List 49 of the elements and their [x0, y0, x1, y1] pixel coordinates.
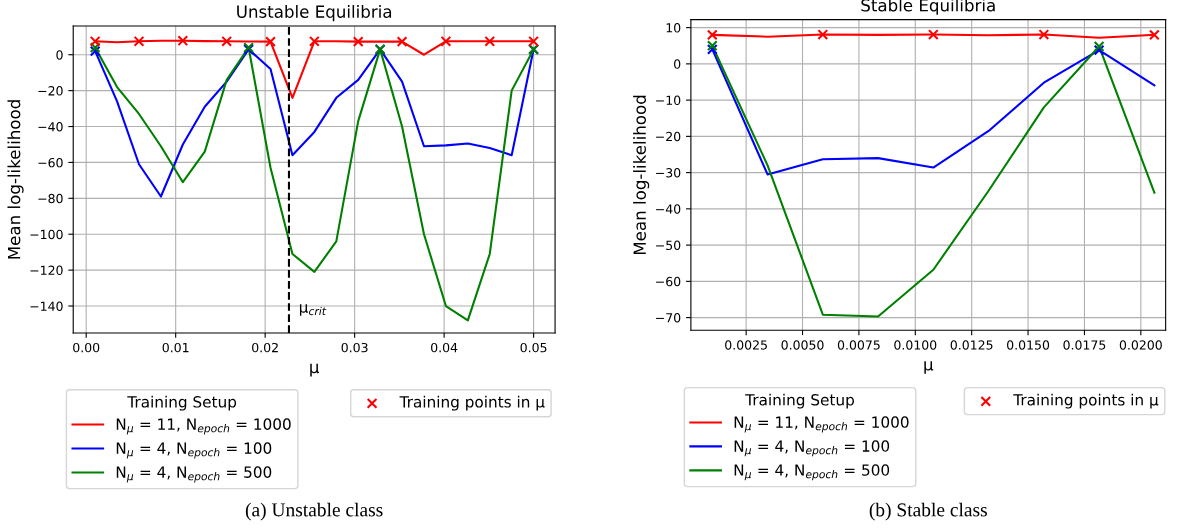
- y-tick-label: 0: [56, 50, 63, 60]
- y-tick-label: −40: [38, 122, 63, 132]
- chart-title: Unstable Equilibria: [237, 5, 392, 22]
- x-tick-label: 0.01: [162, 342, 189, 353]
- legend-title: Training Setup: [127, 395, 237, 411]
- y-tick-label: −70: [656, 313, 681, 323]
- y-tick-label: −60: [38, 157, 63, 168]
- x-tick-label: 0.0050: [781, 340, 824, 350]
- legend-label: Training points in μ: [399, 395, 545, 411]
- legend-label: N$_{μ}$ = 11, N$_{epoch}$ = 1000: [116, 418, 291, 435]
- legend-label: N$_{μ}$ = 4, N$_{epoch}$ = 500: [116, 466, 272, 483]
- y-axis-title: Mean log-likelihood: [633, 95, 650, 255]
- y-axis-title: Mean log-likelihood: [7, 100, 24, 259]
- legend-title: Training Setup: [745, 393, 854, 409]
- ref-line-label: μ$_{crit}$: [299, 304, 327, 316]
- y-tick-label: −20: [656, 131, 681, 142]
- x-tick-label: 0.04: [431, 342, 458, 353]
- y-tick-label: −20: [38, 86, 63, 96]
- x-tick-label: 0.0175: [1063, 340, 1106, 350]
- y-tick-label: 0: [674, 59, 681, 69]
- text: (b) Stable class: [869, 502, 987, 521]
- y-tick-label: −10: [656, 95, 681, 106]
- y-tick-label: −80: [38, 193, 63, 204]
- x-tick-label: 0.0075: [837, 340, 880, 350]
- legend-label: N$_{μ}$ = 4, N$_{epoch}$ = 500: [734, 464, 890, 481]
- legend-label: Training points in μ: [1013, 393, 1159, 409]
- y-tick-label: −100: [30, 229, 63, 240]
- y-tick-label: −50: [656, 240, 681, 251]
- x-tick-label: 0.0100: [894, 340, 937, 350]
- y-tick-label: −140: [30, 301, 63, 311]
- x-tick-label: 0.02: [252, 342, 278, 353]
- text: (a) Unstable class: [245, 502, 383, 521]
- legend-label: N$_{μ}$ = 11, N$_{epoch}$ = 1000: [734, 416, 909, 433]
- legend-label: N$_{μ}$ = 4, N$_{epoch}$ = 100: [734, 440, 890, 457]
- x-tick-label: 0.0125: [950, 340, 993, 350]
- x-tick-label: 0.0200: [1119, 340, 1162, 350]
- x-tick-label: 0.0150: [1007, 340, 1050, 350]
- y-tick-label: −30: [656, 168, 681, 178]
- x-tick-label: 0.05: [520, 342, 547, 353]
- y-tick-label: −40: [656, 204, 681, 214]
- x-tick-label: 0.00: [73, 342, 100, 353]
- legend-label: N$_{μ}$ = 4, N$_{epoch}$ = 100: [116, 442, 272, 459]
- x-axis-title: μ: [924, 361, 934, 374]
- x-axis-title: μ: [310, 363, 320, 377]
- y-tick-label: −60: [656, 276, 681, 287]
- x-tick-label: 0.03: [341, 342, 368, 353]
- x-tick-label: 0.0025: [725, 340, 767, 350]
- y-tick-label: 10: [666, 23, 681, 33]
- y-tick-label: −120: [30, 265, 63, 276]
